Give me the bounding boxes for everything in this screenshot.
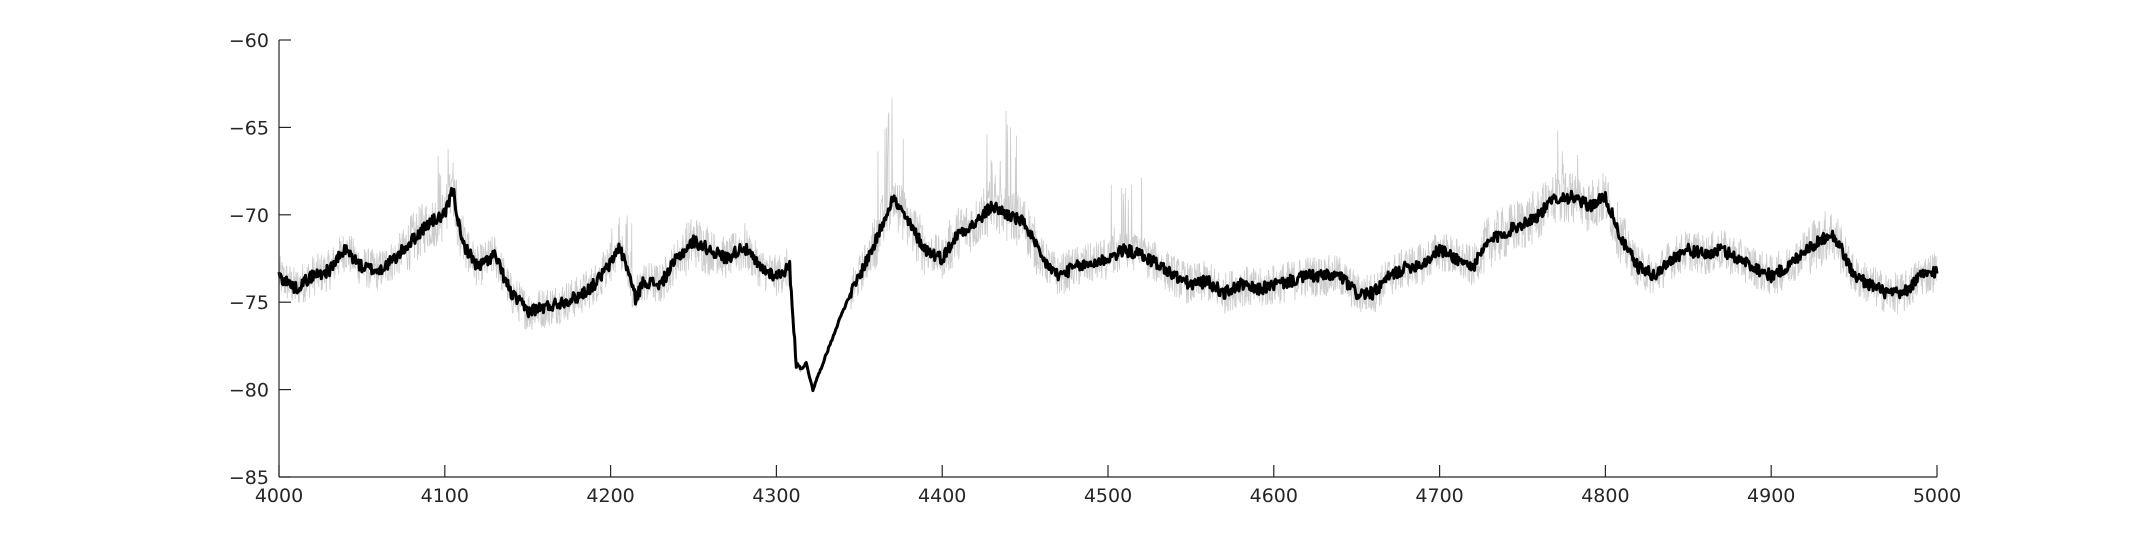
x-tick-label: 4700 (1415, 485, 1463, 507)
x-tick-label: 4000 (255, 485, 303, 507)
y-tick-label: −80 (229, 380, 269, 402)
y-tick-label: −75 (229, 292, 269, 314)
axes (278, 39, 1938, 478)
raw-trace-line (278, 98, 1938, 391)
y-tick-label: −60 (229, 30, 269, 52)
x-tick-label: 4400 (918, 485, 966, 507)
x-tick-label: 4100 (421, 485, 469, 507)
x-tick-label: 4800 (1581, 485, 1629, 507)
y-tick-label: −65 (229, 117, 269, 139)
x-tick-label: 4200 (586, 485, 634, 507)
x-tick-label: 4300 (752, 485, 800, 507)
mean-trace-layer (277, 186, 1939, 393)
x-tick-label: 4900 (1747, 485, 1795, 507)
y-tick-label: −70 (229, 205, 269, 227)
x-tick-label: 4500 (1084, 485, 1132, 507)
tick-labels: 4000 4100 4200 4300 4400 4500 4600 4700 4800 4900… (229, 30, 1961, 507)
x-tick-label: 5000 (1913, 485, 1961, 507)
mean-trace-line (277, 186, 1939, 393)
y-tick-label: −85 (229, 467, 269, 489)
x-tick-label: 4600 (1250, 485, 1298, 507)
raw-trace-layer (278, 98, 1938, 391)
